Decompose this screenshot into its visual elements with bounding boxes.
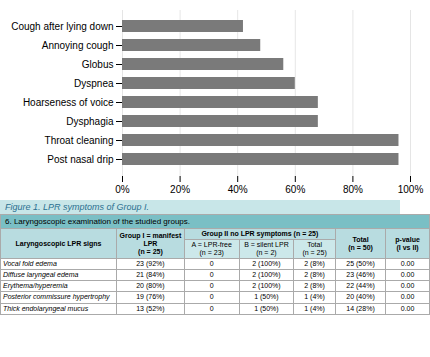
html-text:Diffuse laryngeal edema: Diffuse laryngeal edema	[3, 271, 79, 279]
html-text:Vocal fold edema: Vocal fold edema	[3, 260, 57, 268]
html-text:2 (100%): 2 (100%)	[252, 260, 281, 268]
html-text:20 (80%): 20 (80%)	[136, 282, 165, 290]
html-text:23 (92%): 23 (92%)	[136, 260, 165, 268]
html-text:0: 0	[209, 304, 214, 312]
html-text:Laryngoscopic LPR signs: Laryngoscopic LPR signs	[15, 239, 102, 247]
svg-text:Cough after lying down: Cough after lying down	[11, 21, 113, 32]
html-text:1 (4%): 1 (4%)	[304, 304, 325, 312]
svg-text:Globus: Globus	[82, 59, 114, 70]
svg-text:Dysphagia: Dysphagia	[66, 116, 114, 127]
svg-text:20%: 20%	[170, 184, 190, 195]
html-text:2 (100%): 2 (100%)	[252, 282, 281, 290]
html-text:23 (46%): 23 (46%)	[346, 271, 375, 279]
svg-text:Hoarseness of voice: Hoarseness of voice	[23, 97, 114, 108]
svg-text:Dyspnea: Dyspnea	[74, 78, 114, 89]
svg-text:Annoying cough: Annoying cough	[42, 40, 114, 51]
svg-text:60%: 60%	[285, 184, 305, 195]
html-text:Figure 1. LPR symptoms of Grou: Figure 1. LPR symptoms of Group I.	[5, 202, 150, 212]
html-text:Group II no LPR symptoms (n =: Group II no LPR symptoms (n = 25)	[201, 230, 319, 238]
html-text:22 (44%): 22 (44%)	[346, 282, 375, 290]
html-text:2 (8%): 2 (8%)	[304, 282, 325, 290]
html-text:B = silent LPR (n = 2): B = silent LPR (n = 2)	[244, 241, 289, 257]
svg-text:Throat cleaning: Throat cleaning	[45, 135, 114, 146]
svg-text:100%: 100%	[398, 184, 424, 195]
html-text:Group I = manifest LPR (n = 25: Group I = manifest LPR (n = 25)	[119, 231, 182, 255]
html-text:A = LPR-free (n = 23): A = LPR-free (n = 23)	[191, 241, 232, 257]
html-text:0.00: 0.00	[400, 271, 415, 279]
html-text:2 (8%): 2 (8%)	[304, 260, 325, 268]
svg-text:0%: 0%	[115, 184, 130, 195]
html-text:Total (n = 25): Total (n = 25)	[302, 241, 327, 257]
html-text:2 (100%): 2 (100%)	[252, 271, 281, 279]
html-text:Erythema/hyperemia: Erythema/hyperemia	[3, 282, 68, 290]
html-text:20 (40%): 20 (40%)	[346, 293, 375, 301]
svg-text:40%: 40%	[228, 184, 248, 195]
html-text:0: 0	[209, 293, 214, 301]
html-text:25 (50%): 25 (50%)	[346, 260, 375, 268]
svg-text:Post nasal drip: Post nasal drip	[47, 154, 114, 165]
html-text:0: 0	[209, 260, 214, 268]
html-text:0.00: 0.00	[400, 260, 415, 268]
html-text:Total (n = 50): Total (n = 50)	[348, 235, 373, 251]
html-text:1 (50%): 1 (50%)	[254, 293, 279, 301]
html-text:0: 0	[209, 271, 214, 279]
svg-text:80%: 80%	[343, 184, 363, 195]
html-text:19 (76%): 19 (76%)	[136, 293, 165, 301]
html-text:0.00: 0.00	[400, 282, 415, 290]
html-text:14 (28%): 14 (28%)	[346, 304, 375, 312]
html-text:0.00: 0.00	[400, 293, 415, 301]
html-text:1 (4%): 1 (4%)	[304, 293, 325, 301]
html-text:Thick endolaryngeal mucus: Thick endolaryngeal mucus	[3, 304, 89, 312]
html-text:21 (84%): 21 (84%)	[136, 271, 165, 279]
html-text:13 (52%): 13 (52%)	[136, 304, 165, 312]
html-text:Posterior commissure hypertrop: Posterior commissure hypertrophy	[3, 293, 110, 301]
html-text:0.00: 0.00	[400, 304, 415, 312]
html-text:2 (8%): 2 (8%)	[304, 271, 325, 279]
html-text:1 (50%): 1 (50%)	[254, 304, 279, 312]
html-text:p-value (I vs II): p-value (I vs II)	[395, 235, 420, 251]
html-text:0: 0	[209, 282, 214, 290]
html-text:6. Laryngoscopic examination o: 6. Laryngoscopic examination of the stud…	[5, 217, 190, 226]
